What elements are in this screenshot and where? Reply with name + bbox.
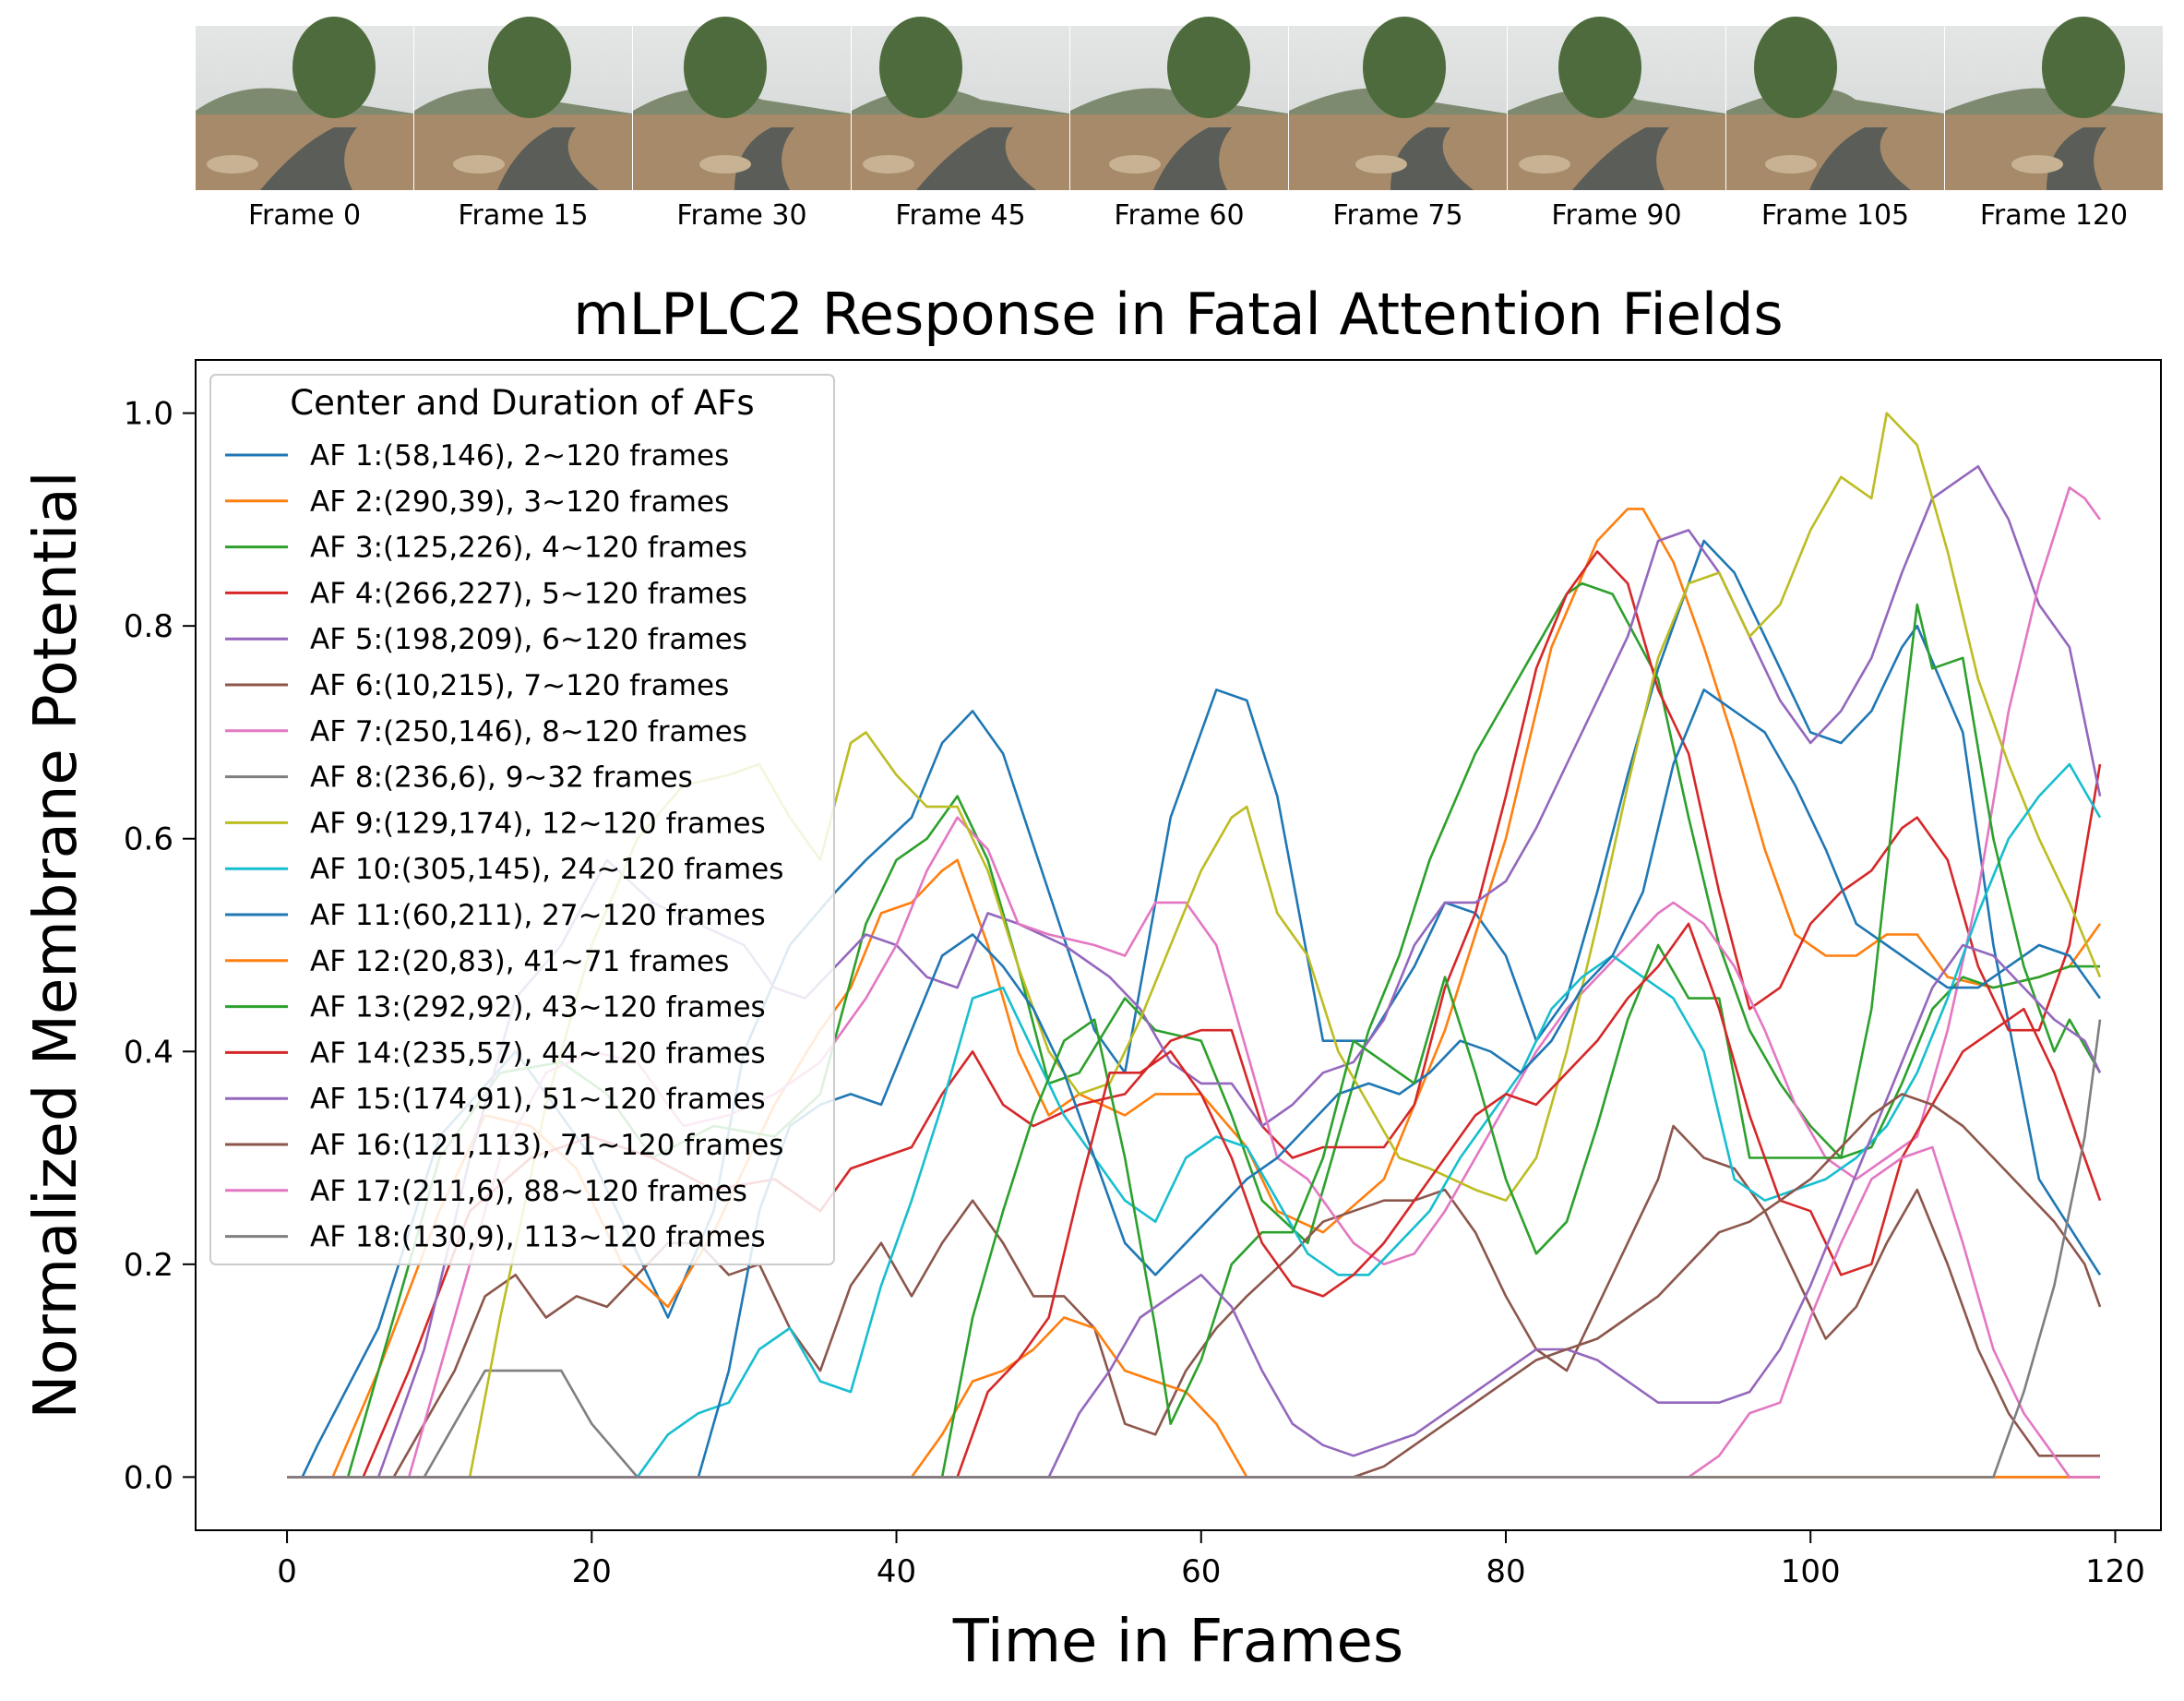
legend-label: AF 3:(125,226), 4~120 frames <box>310 532 747 565</box>
legend-label: AF 5:(198,209), 6~120 frames <box>310 623 747 656</box>
series-line-af-2 <box>287 508 2102 1479</box>
frame-thumbnail <box>196 17 413 190</box>
legend-label: AF 18:(130,9), 113~120 frames <box>310 1221 766 1254</box>
x-tick-label: 60 <box>1181 1553 1221 1590</box>
frame-label: Frame 30 <box>676 199 806 232</box>
legend-label: AF 8:(236,6), 9~32 frames <box>310 761 693 795</box>
frame-thumbnail <box>414 17 632 190</box>
legend-label: AF 16:(121,113), 71~120 frames <box>310 1129 783 1162</box>
x-axis-ticks: 0 20 40 60 80 100 120 <box>277 1530 2145 1590</box>
legend-entry: AF 8:(236,6), 9~32 frames <box>225 761 693 795</box>
legend-label: AF 12:(20,83), 41~71 frames <box>310 945 729 978</box>
legend-entry: AF 4:(266,227), 5~120 frames <box>225 577 747 610</box>
y-axis-ticks: 0.0 0.2 0.4 0.6 0.8 1.0 <box>124 396 196 1496</box>
legend-label: AF 7:(250,146), 8~120 frames <box>310 715 747 749</box>
legend-label: AF 13:(292,92), 43~120 frames <box>310 991 766 1024</box>
legend-entry: AF 9:(129,174), 12~120 frames <box>225 807 766 840</box>
legend-label: AF 1:(58,146), 2~120 frames <box>310 439 729 473</box>
frame-label: Frame 105 <box>1761 199 1909 232</box>
frame-label-row: Frame 0 Frame 15 Frame 30 Frame 45 Frame… <box>248 199 2128 232</box>
x-tick-label: 40 <box>877 1553 916 1590</box>
series-line-af-18 <box>287 1019 2102 1479</box>
legend: Center and Duration of AFs AF 1:(58,146)… <box>209 374 835 1265</box>
y-axis-label: Normalized Membrane Potential <box>22 471 90 1419</box>
y-tick-label: 0.8 <box>124 608 173 645</box>
x-tick-label: 100 <box>1781 1553 1841 1590</box>
y-tick-label: 0.0 <box>124 1459 173 1496</box>
legend-entry: AF 14:(235,57), 44~120 frames <box>225 1036 766 1070</box>
series-line-af-16 <box>287 1093 2102 1479</box>
legend-entry: AF 11:(60,211), 27~120 frames <box>225 899 766 932</box>
x-tick-label: 20 <box>572 1553 612 1590</box>
frame-label: Frame 120 <box>1980 199 2128 232</box>
frame-thumbnail <box>1508 17 1725 190</box>
legend-label: AF 9:(129,174), 12~120 frames <box>310 807 766 840</box>
frame-thumbnail <box>1945 17 2163 190</box>
frame-label: Frame 45 <box>895 199 1025 232</box>
y-tick-label: 0.6 <box>124 821 173 858</box>
legend-box <box>209 374 835 1265</box>
legend-title: Center and Duration of AFs <box>290 383 754 423</box>
frame-thumbnail <box>1289 17 1507 190</box>
legend-entry: AF 12:(20,83), 41~71 frames <box>225 945 729 978</box>
x-tick-label: 0 <box>277 1553 297 1590</box>
y-tick-label: 0.4 <box>124 1034 173 1071</box>
legend-label: AF 2:(290,39), 3~120 frames <box>310 485 729 519</box>
frame-label: Frame 15 <box>458 199 588 232</box>
frame-label: Frame 0 <box>248 199 361 232</box>
series-line-af-14 <box>287 922 2102 1479</box>
legend-label: AF 17:(211,6), 88~120 frames <box>310 1175 747 1208</box>
frame-thumbnail <box>852 17 1069 190</box>
chart-title: mLPLC2 Response in Fatal Attention Field… <box>573 281 1783 348</box>
frame-label: Frame 75 <box>1332 199 1462 232</box>
x-tick-label: 120 <box>2085 1553 2145 1590</box>
legend-entry: AF 7:(250,146), 8~120 frames <box>225 715 747 749</box>
legend-label: AF 15:(174,91), 51~120 frames <box>310 1083 766 1116</box>
legend-label: AF 11:(60,211), 27~120 frames <box>310 899 766 932</box>
frame-thumbnail-strip <box>196 17 2163 190</box>
y-tick-label: 0.2 <box>124 1247 173 1284</box>
series-line-af-17 <box>287 1145 2100 1479</box>
legend-entry: AF 17:(211,6), 88~120 frames <box>225 1175 747 1208</box>
legend-label: AF 14:(235,57), 44~120 frames <box>310 1036 766 1070</box>
frame-thumbnail <box>1070 17 1288 190</box>
legend-label: AF 4:(266,227), 5~120 frames <box>310 577 747 610</box>
frame-label: Frame 90 <box>1551 199 1681 232</box>
series-line-af-13 <box>287 603 2102 1479</box>
series-line-af-12 <box>287 1316 2100 1479</box>
legend-entry: AF 3:(125,226), 4~120 frames <box>225 532 747 565</box>
legend-entry: AF 5:(198,209), 6~120 frames <box>225 623 747 656</box>
legend-entry: AF 6:(10,215), 7~120 frames <box>225 669 729 702</box>
legend-entry: AF 18:(130,9), 113~120 frames <box>225 1221 766 1254</box>
x-axis-label: Time in Frames <box>952 1608 1403 1676</box>
legend-label: AF 10:(305,145), 24~120 frames <box>310 853 783 886</box>
x-tick-label: 80 <box>1486 1553 1525 1590</box>
series-line-af-8 <box>287 1369 2100 1479</box>
legend-entry: AF 2:(290,39), 3~120 frames <box>225 485 729 519</box>
legend-entry: AF 15:(174,91), 51~120 frames <box>225 1083 766 1116</box>
frame-thumbnail <box>1726 17 1944 190</box>
legend-label: AF 6:(10,215), 7~120 frames <box>310 669 729 702</box>
legend-entry: AF 13:(292,92), 43~120 frames <box>225 991 766 1024</box>
y-tick-label: 1.0 <box>124 396 173 433</box>
frame-label: Frame 60 <box>1114 199 1244 232</box>
series-line-af-11 <box>287 689 2102 1479</box>
legend-entry: AF 1:(58,146), 2~120 frames <box>225 439 729 473</box>
legend-entry: AF 16:(121,113), 71~120 frames <box>225 1129 783 1162</box>
frame-thumbnail <box>633 17 851 190</box>
legend-entry: AF 10:(305,145), 24~120 frames <box>225 853 783 886</box>
